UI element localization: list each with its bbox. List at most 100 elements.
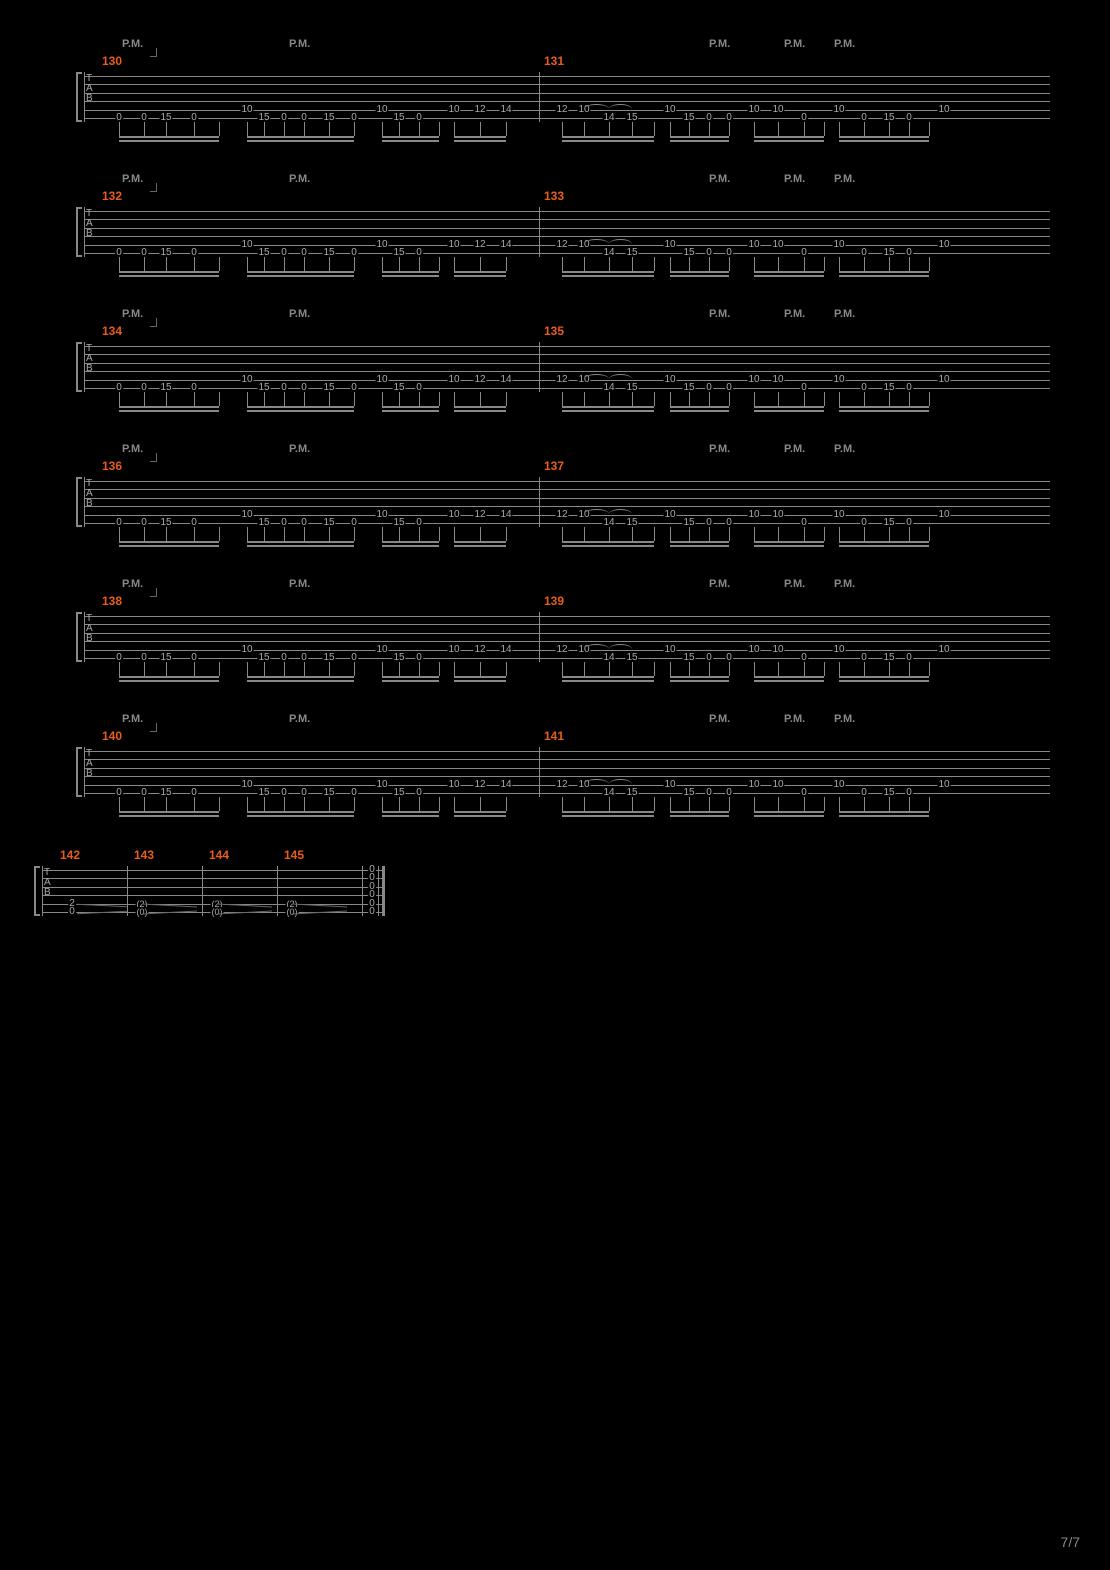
fret-number: 10 [240,780,253,790]
tab-clef: TAB [86,209,93,239]
note-stem [754,797,755,811]
measure-number: 132 [102,189,122,203]
beam [754,680,824,682]
barline [84,477,85,527]
fret-number: 10 [937,105,950,115]
measure-number: 140 [102,729,122,743]
note-stem [454,257,455,271]
note-stem [778,797,779,811]
note-stem [119,797,120,811]
note-stem [584,392,585,406]
palm-mute-label: P.M. [709,38,730,50]
beam [454,676,506,678]
measure-number: 137 [544,459,564,473]
palm-mute-row: P.M.P.M.P.M.P.M.P.M. [84,443,1050,459]
note-stem [304,662,305,676]
note-stem [839,392,840,406]
beam [562,541,654,543]
staff-line [84,346,1050,347]
note-stem [709,662,710,676]
measure-number: 141 [544,729,564,743]
note-stem [419,122,420,136]
note-stem [354,662,355,676]
note-stem [399,662,400,676]
tab-system: P.M.P.M.P.M.P.M.P.M.136137TAB10101012141… [84,443,1050,557]
staff-line [84,84,1050,85]
tie-arc [584,644,609,649]
staff-line [84,354,1050,355]
note-stem [804,797,805,811]
measure-number-row: 132133 [84,189,1050,207]
staff-line [84,228,1050,229]
beam-area [84,662,1050,692]
beam [382,140,439,142]
staff-line [84,768,1050,769]
note-stem [754,527,755,541]
note-stem [119,662,120,676]
note-stem [824,527,825,541]
note-stem [329,392,330,406]
note-stem [304,527,305,541]
note-stem [144,527,145,541]
palm-mute-label: P.M. [122,713,143,725]
note-stem [689,527,690,541]
note-stem [219,527,220,541]
barline [539,342,540,392]
note-stem [144,662,145,676]
fret-number: 10 [937,375,950,385]
note-stem [709,797,710,811]
tab-clef: TAB [86,344,93,374]
note-stem [709,257,710,271]
beam [839,811,929,813]
barline [84,342,85,392]
measure-number: 145 [284,848,304,862]
tie-arc [584,509,609,514]
note-stem [219,257,220,271]
tab-clef: TAB [44,868,51,898]
note-stem [419,662,420,676]
note-stem [506,527,507,541]
note-stem [304,122,305,136]
palm-mute-label: P.M. [289,308,310,320]
note-stem [632,257,633,271]
tab-staff: TAB1010101214121010101010100015015001501… [84,747,1050,797]
beam [670,406,729,408]
fret-number: 10 [832,375,845,385]
beam [119,406,219,408]
measure-number-row: 130131 [84,54,1050,72]
staff-line [84,633,1050,634]
fret-number: 10 [771,240,784,250]
note-stem [194,392,195,406]
staff-bracket [76,477,82,527]
measure-number: 144 [209,848,229,862]
note-stem [382,662,383,676]
beam [562,275,654,277]
palm-mute-label: P.M. [289,443,310,455]
note-stem [219,392,220,406]
palm-mute-label: P.M. [834,443,855,455]
staff-bracket [76,747,82,797]
note-stem [584,122,585,136]
beam [454,541,506,543]
palm-mute-label: P.M. [784,443,805,455]
fret-number: 14 [499,105,512,115]
fret-number: 10 [447,105,460,115]
note-stem [839,797,840,811]
fret-number: 10 [747,240,760,250]
page-number: 7/7 [1061,1534,1080,1550]
note-stem [804,257,805,271]
note-stem [562,392,563,406]
note-stem [864,122,865,136]
barline [84,747,85,797]
fret-number: 12 [555,375,568,385]
fret-number: 14 [499,645,512,655]
note-stem [709,527,710,541]
fret-number: 10 [771,510,784,520]
barline [42,866,43,916]
note-stem [480,527,481,541]
tie-arc [584,779,609,784]
fret-number: 12 [473,105,486,115]
note-stem [439,122,440,136]
note-stem [480,662,481,676]
beam [119,680,219,682]
